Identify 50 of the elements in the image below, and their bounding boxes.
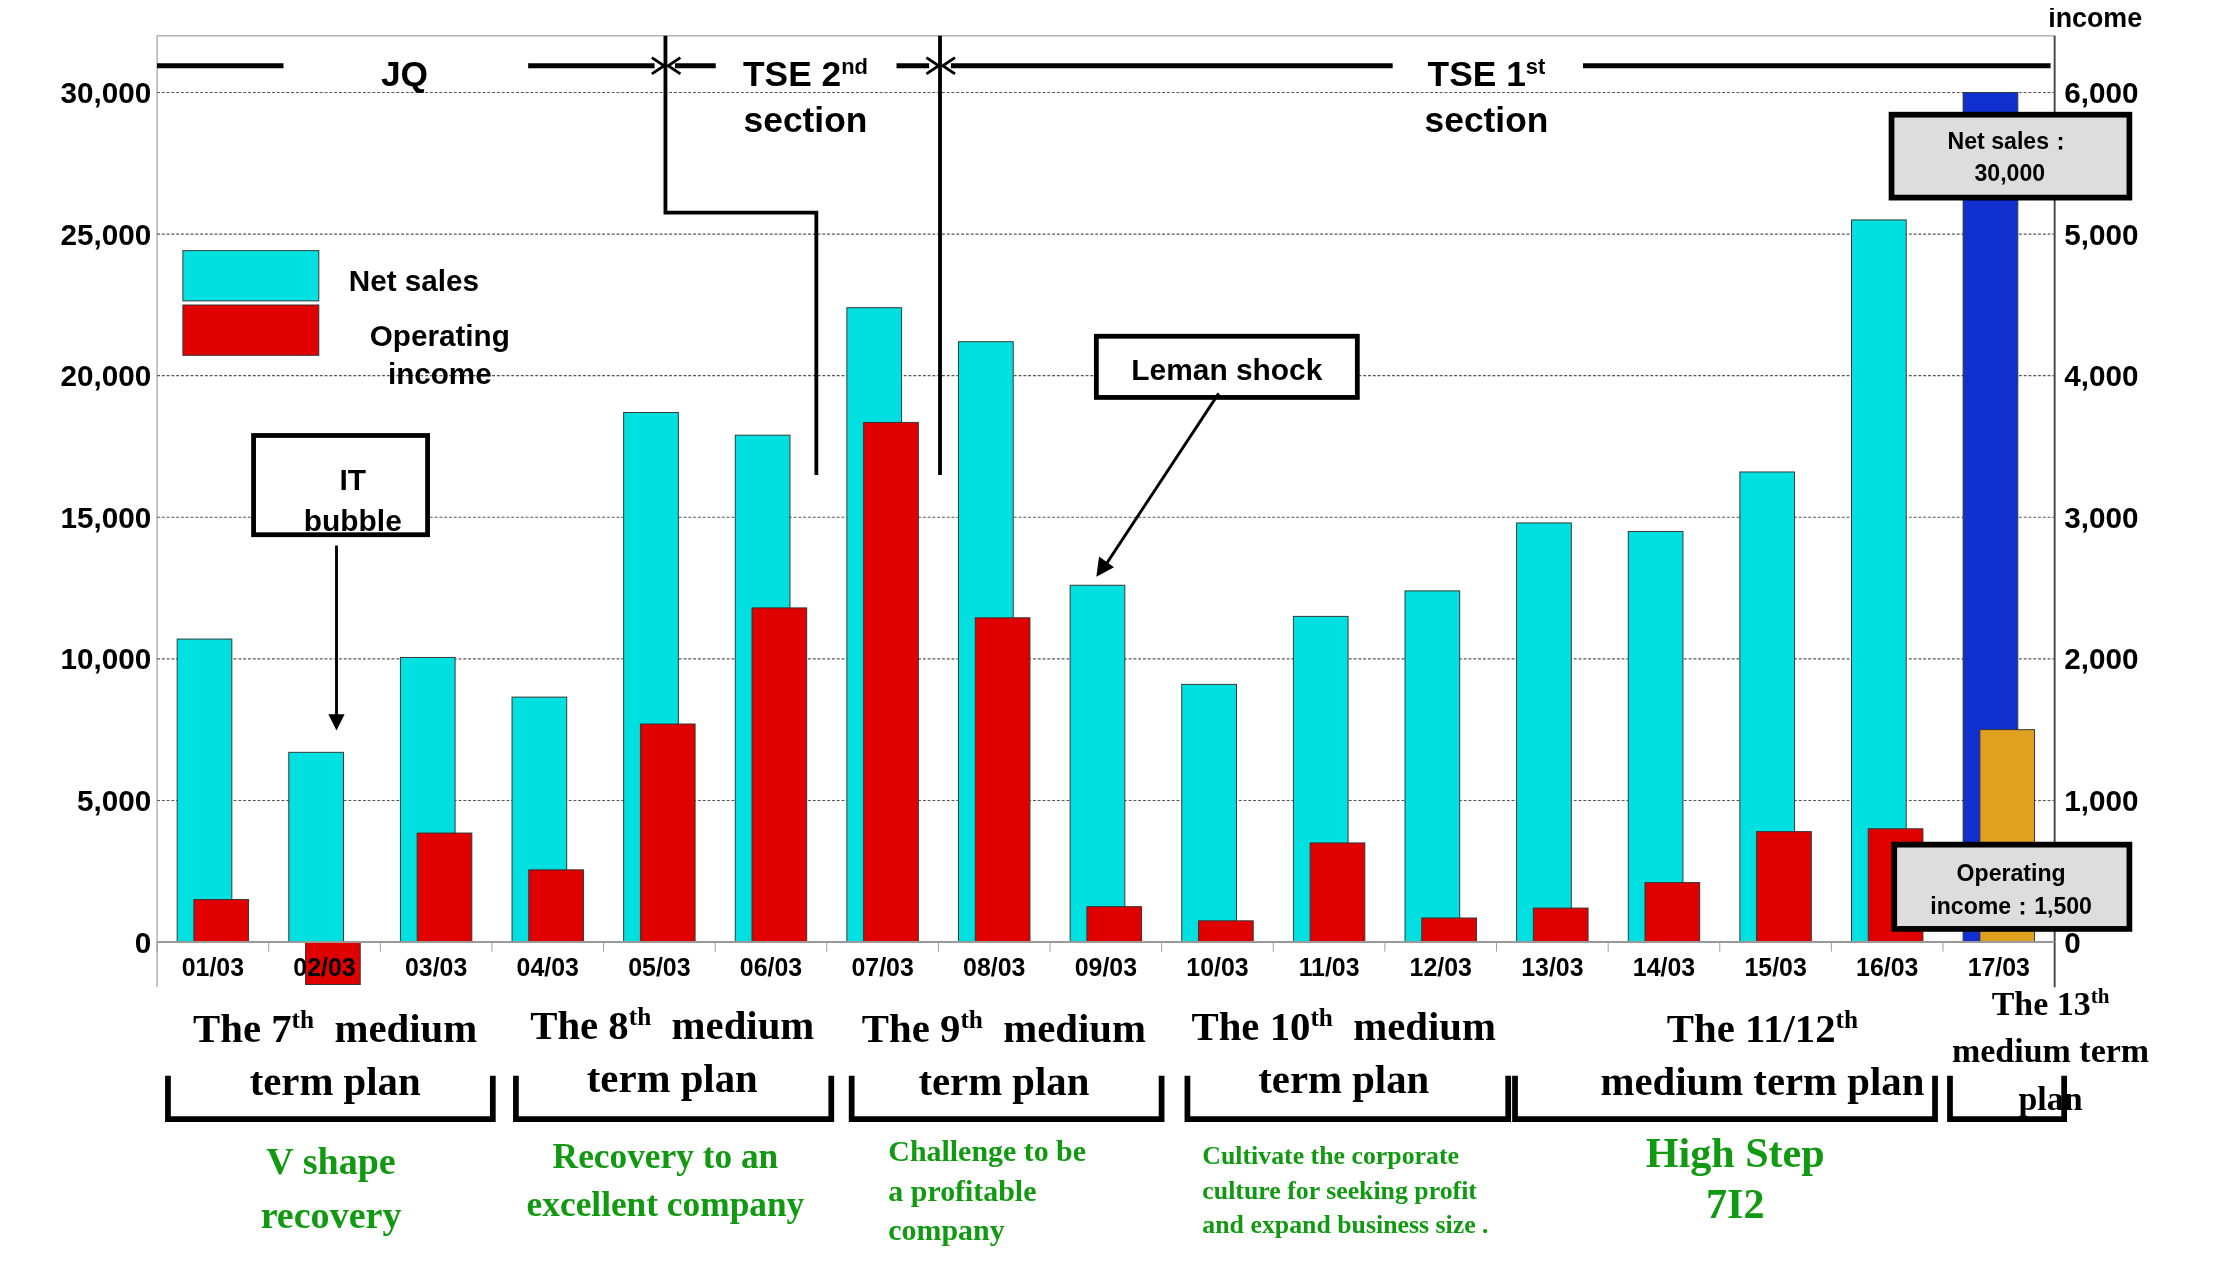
x-tick-label: 11/03	[1298, 952, 1360, 981]
y2-tick-label: 2,000	[2064, 642, 2139, 676]
annotation: TSE 1$^{st}$ section	[1424, 53, 1549, 140]
x-tick-label: 09/03	[1074, 952, 1137, 981]
legend-label: Operating income	[369, 318, 510, 391]
x-tick-label: 07/03	[851, 952, 914, 981]
x-tick-label: 03/03	[405, 952, 468, 981]
text: High Step 7I2	[1645, 1128, 1825, 1228]
y2-tick-label: 5,000	[2064, 217, 2139, 251]
y-tick-label: 10,000	[60, 642, 152, 676]
y2-tick-label: 3,000	[2064, 500, 2139, 534]
y2-axis-title: income	[2048, 3, 2143, 34]
annotation: Operating income：1,500	[1930, 860, 2092, 919]
y2-tick-label: 1,000	[2064, 783, 2139, 817]
annotation: Net sales： 30,000	[1947, 127, 2072, 187]
text: V shape recovery	[260, 1139, 402, 1236]
x-tick-label: 14/03	[1632, 952, 1696, 981]
text: Challenge to be a profitable company	[888, 1134, 1086, 1247]
y-tick-label: 25,000	[60, 217, 152, 251]
y-tick-label: 0	[134, 925, 152, 959]
x-tick-label: 05/03	[628, 952, 691, 981]
y2-tick-label: 0	[2064, 925, 2081, 959]
x-tick-label: 13/03	[1521, 952, 1584, 981]
x-tick-label: 06/03	[739, 952, 803, 981]
text: Cultivate the corporate culture for seeking profit and expand business size .	[1202, 1141, 1489, 1240]
x-tick-label: 01/03	[181, 952, 245, 981]
text: The 10$^{th}$ medium term plan	[1191, 1003, 1496, 1103]
x-tick-label: 04/03	[516, 952, 579, 981]
y-tick-label: 20,000	[60, 359, 152, 393]
y-tick-label: 30,000	[60, 76, 152, 110]
text: Recovery to an excellent company	[526, 1137, 805, 1224]
y-tick-label: 15,000	[60, 500, 152, 534]
y2-tick-label: 4,000	[2064, 359, 2139, 393]
annotation: TSE 2$^{nd}$ section	[742, 53, 868, 140]
text: The 8$^{th}$ medium term plan	[530, 1002, 815, 1102]
annotation: Leman shock	[1131, 352, 1323, 386]
legend-label: Net sales	[348, 264, 479, 298]
text: The 9$^{th}$ medium term plan	[861, 1004, 1146, 1104]
annotation: IT bubble	[303, 462, 402, 537]
y-tick-label: 5,000	[77, 783, 152, 817]
x-tick-label: 17/03	[1967, 952, 2030, 981]
text: The 7$^{th}$ medium term plan	[193, 1004, 478, 1104]
x-tick-label: 16/03	[1856, 952, 1919, 981]
x-tick-label: 10/03	[1186, 952, 1249, 981]
x-tick-label: 12/03	[1409, 952, 1472, 981]
x-tick-label: 15/03	[1744, 952, 1807, 981]
text: The 11/12$^{th}$ medium term plan	[1600, 1004, 1925, 1104]
y2-tick-label: 6,000	[2064, 76, 2139, 110]
x-tick-label: 08/03	[963, 952, 1026, 981]
annotation: JQ	[380, 54, 429, 94]
